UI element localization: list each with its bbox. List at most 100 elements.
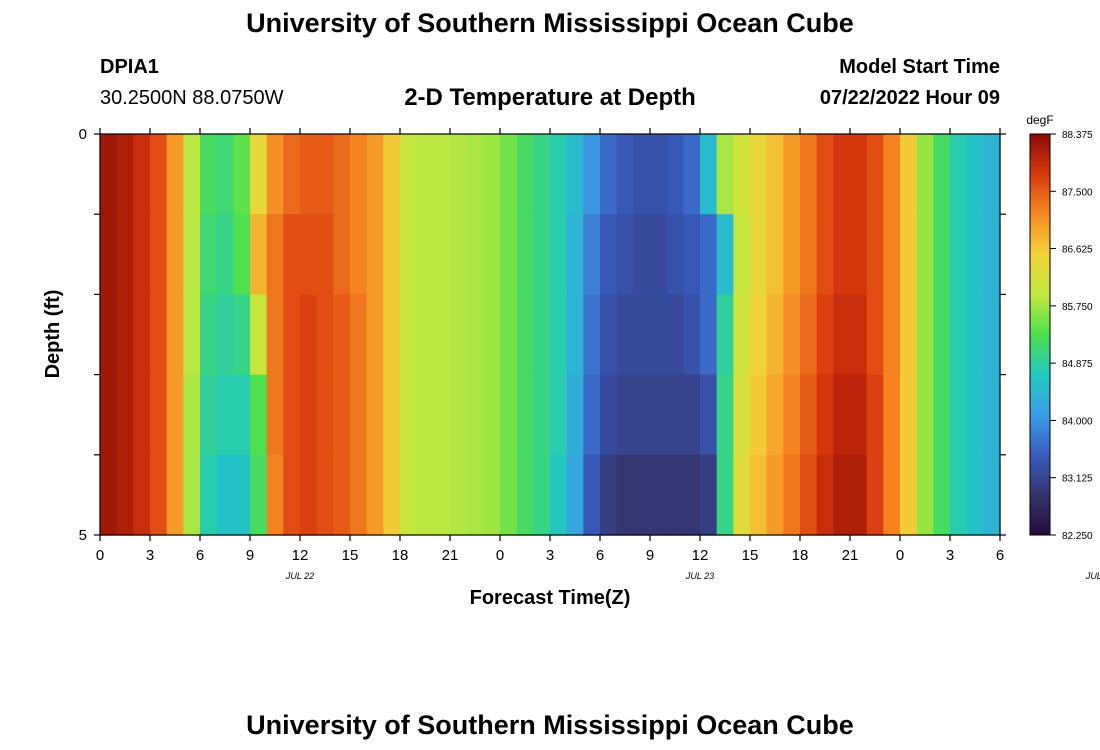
heatmap-cell: [166, 214, 184, 295]
heatmap-cell: [116, 134, 134, 215]
heatmap-cell: [916, 134, 934, 215]
heatmap-cell: [233, 454, 251, 536]
x-tick-label: 18: [792, 547, 809, 564]
colorbar-unit: degF: [1026, 113, 1053, 127]
heatmap-cell: [600, 214, 618, 295]
x-tick-label: 15: [342, 547, 359, 564]
heatmap-cell: [750, 214, 768, 295]
x-tick-label: 3: [546, 547, 554, 564]
heatmap-cell: [650, 454, 668, 536]
heatmap-cell: [733, 214, 751, 295]
heatmap-cell: [400, 134, 418, 215]
heatmap-cell: [150, 294, 168, 376]
heatmap-cell: [266, 454, 284, 536]
heatmap-cell: [550, 454, 568, 536]
heatmap-cell: [416, 454, 434, 536]
heatmap-cell: [866, 294, 884, 376]
heatmap-cell: [600, 294, 618, 376]
heatmap-cell: [500, 134, 518, 215]
heatmap-cell: [383, 294, 401, 376]
heatmap-cell: [100, 294, 118, 376]
heatmap-cell: [483, 454, 501, 536]
x-tick-label: 3: [946, 547, 954, 564]
heatmap-cell: [450, 294, 468, 376]
heatmap-cell: [916, 374, 934, 456]
heatmap-cell: [233, 134, 251, 215]
heatmap-cell: [566, 134, 584, 215]
heatmap-cell: [950, 214, 968, 295]
heatmap-cell: [633, 454, 651, 536]
heatmap-cell: [533, 134, 551, 215]
heatmap-cell: [833, 214, 851, 295]
heatmap-cell: [716, 454, 734, 536]
heatmap-cell: [983, 454, 1001, 536]
heatmap-cell: [300, 214, 318, 295]
heatmap-cell: [450, 214, 468, 295]
heatmap-cell: [800, 294, 818, 376]
heatmap-cell: [966, 214, 984, 295]
heatmap-cell: [250, 454, 268, 536]
colorbar-tick-label: 86.625: [1062, 245, 1093, 256]
heatmap-cell: [850, 214, 868, 295]
heatmap-cell: [900, 374, 918, 456]
x-tick-label: 0: [496, 547, 504, 564]
heatmap-cell: [500, 294, 518, 376]
heatmap-cell: [516, 134, 534, 215]
heatmap-cell: [366, 134, 384, 215]
heatmap-cell: [683, 134, 701, 215]
x-tick-label: 6: [196, 547, 204, 564]
heatmap-cell: [483, 214, 501, 295]
heatmap-cell: [700, 374, 718, 456]
heatmap-cell: [150, 454, 168, 536]
heatmap-cell: [566, 374, 584, 456]
heatmap-cell: [350, 294, 368, 376]
heatmap-cell: [350, 454, 368, 536]
heatmap-cell: [383, 134, 401, 215]
heatmap-cell: [183, 294, 201, 376]
heatmap-cell: [383, 454, 401, 536]
heatmap-cell: [366, 374, 384, 456]
y-axis: 05: [79, 126, 1006, 544]
heatmap-cell: [583, 134, 601, 215]
heatmap-cell: [833, 134, 851, 215]
heatmap-cell: [683, 454, 701, 536]
heatmap-cell: [950, 294, 968, 376]
heatmap-cell: [433, 454, 451, 536]
heatmap-cells: [100, 134, 1001, 536]
heatmap-cell: [133, 134, 151, 215]
heatmap-cell: [266, 294, 284, 376]
heatmap-cell: [616, 374, 634, 456]
heatmap-cell: [733, 374, 751, 456]
heatmap-cell: [750, 134, 768, 215]
x-tick-label: 6: [596, 547, 604, 564]
heatmap-cell: [400, 374, 418, 456]
heatmap-cell: [966, 134, 984, 215]
heatmap-cell: [933, 294, 951, 376]
heatmap-cell: [316, 214, 334, 295]
heatmap-cell: [683, 294, 701, 376]
heatmap-cell: [183, 454, 201, 536]
heatmap-cell: [433, 374, 451, 456]
heatmap-cell: [750, 374, 768, 456]
date-label: JUL 24: [1085, 571, 1100, 581]
heatmap-cell: [366, 294, 384, 376]
heatmap-cell: [333, 214, 351, 295]
heatmap-cell: [666, 134, 684, 215]
heatmap-cell: [933, 374, 951, 456]
heatmap-cell: [633, 374, 651, 456]
heatmap-cell: [100, 214, 118, 295]
colorbar: degF: [1026, 113, 1054, 536]
colorbar-tick-label: 87.500: [1062, 187, 1093, 198]
heatmap-cell: [933, 214, 951, 295]
heatmap-cell: [550, 214, 568, 295]
x-tick-label: 0: [896, 547, 904, 564]
x-tick-label: 21: [842, 547, 859, 564]
heatmap-cell: [566, 294, 584, 376]
heatmap-cell: [616, 214, 634, 295]
y-axis-label: Depth (ft): [42, 290, 64, 379]
heatmap-cell: [916, 214, 934, 295]
heatmap-cell: [133, 294, 151, 376]
heatmap-cell: [666, 294, 684, 376]
heatmap-cell: [666, 454, 684, 536]
